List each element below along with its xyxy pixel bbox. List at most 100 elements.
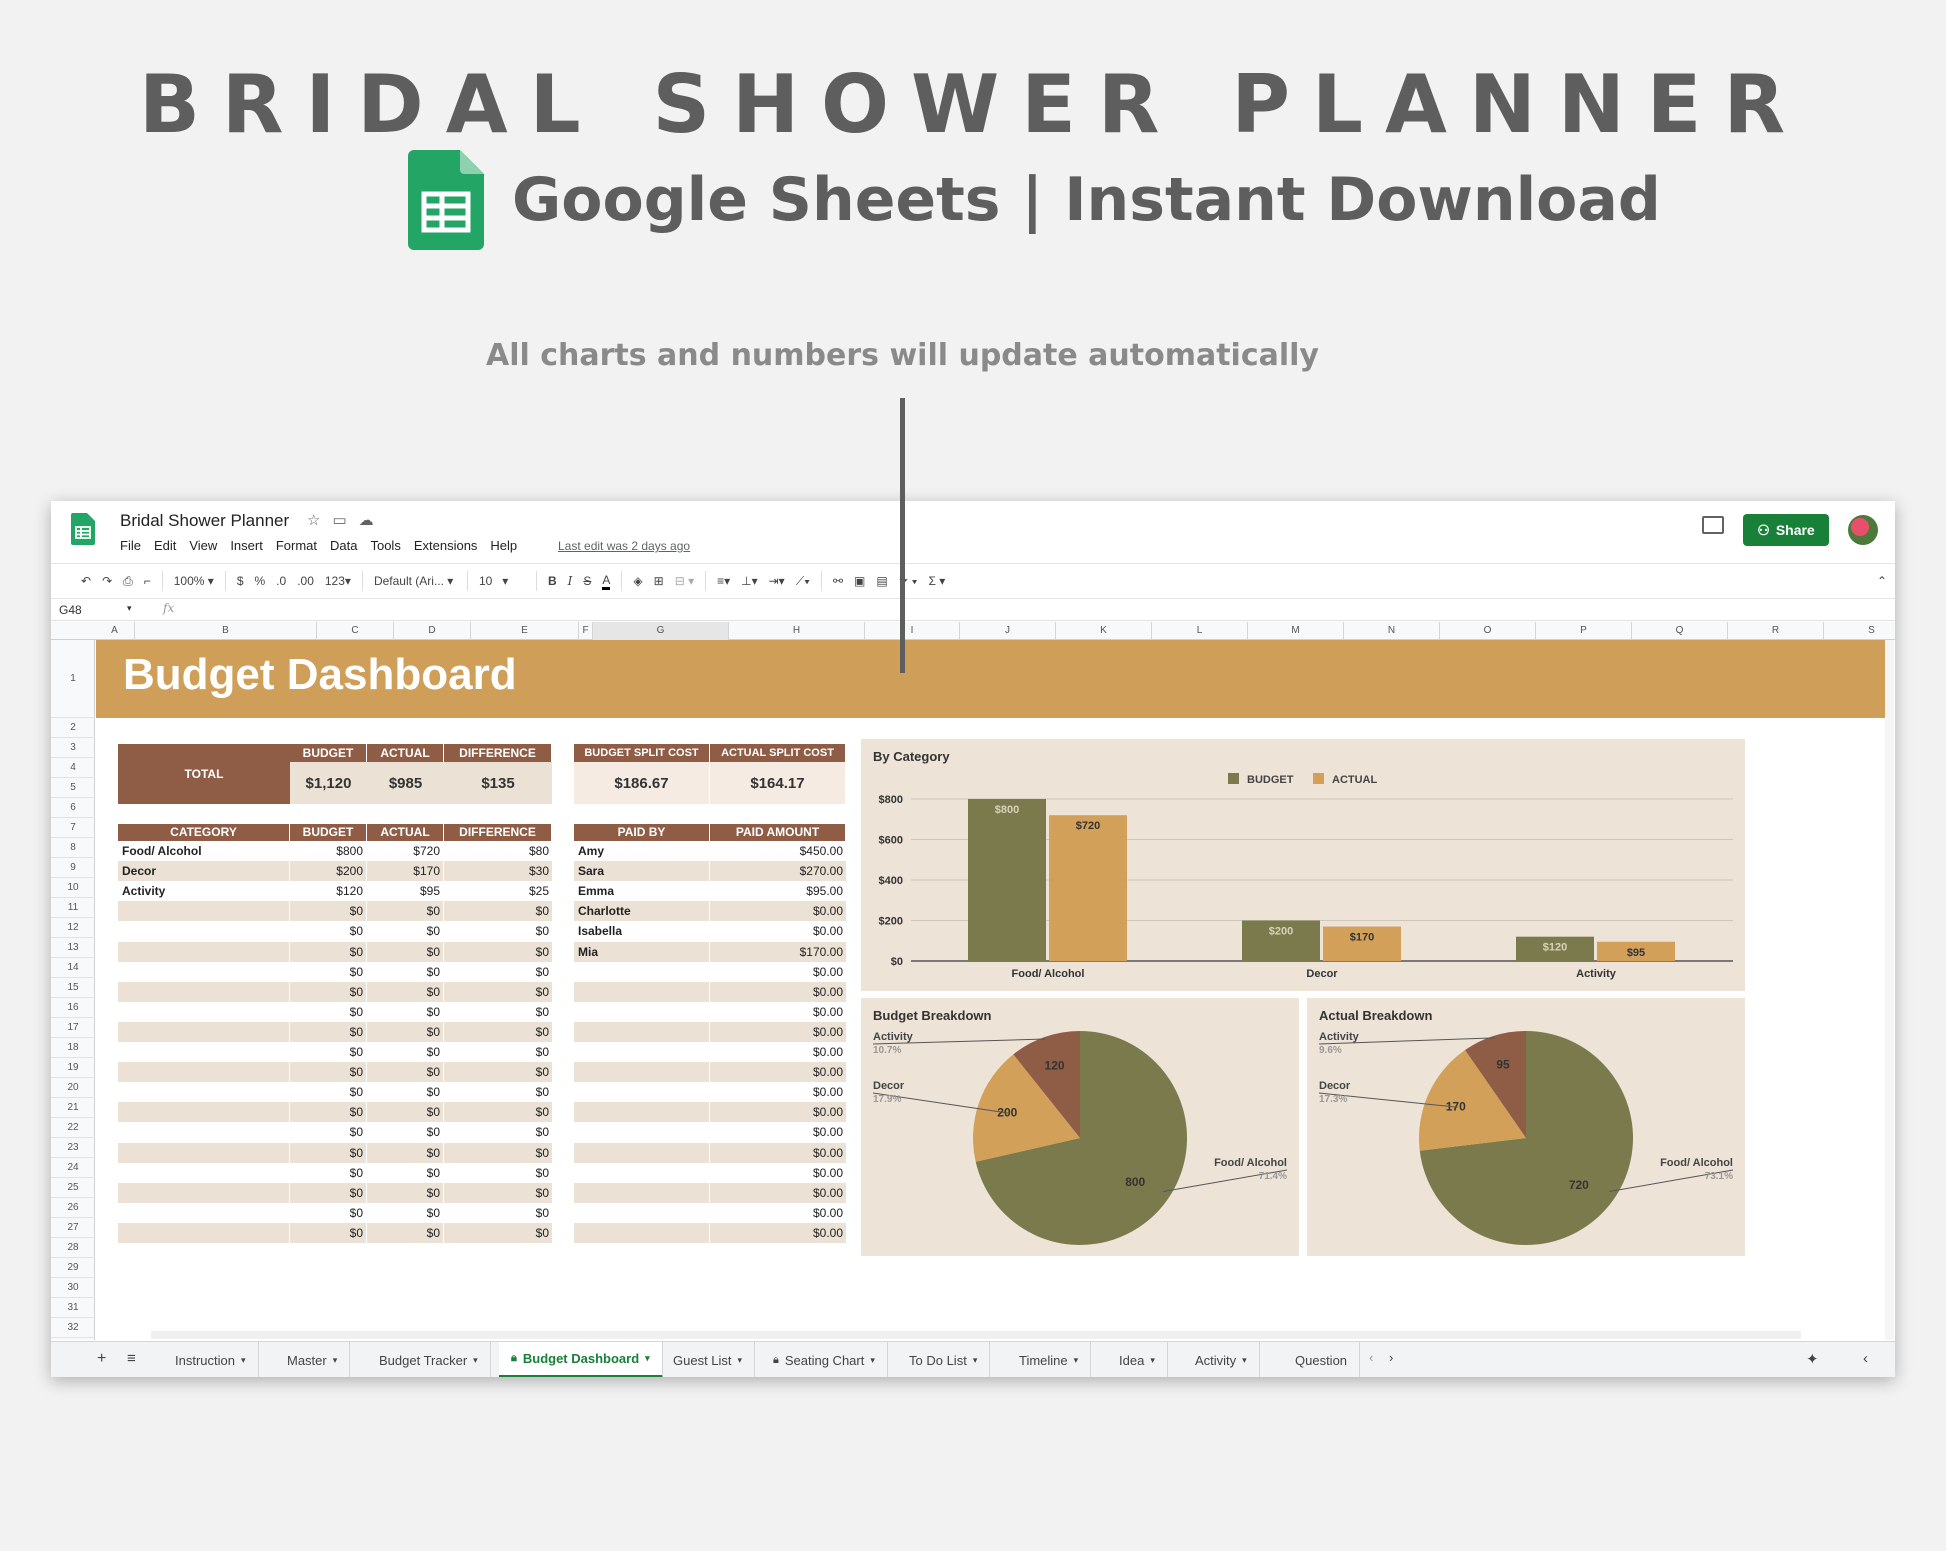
table-cell[interactable]: $0.00 bbox=[812, 1004, 843, 1019]
column-header[interactable]: O bbox=[1440, 622, 1536, 640]
tab-budget-dashboard[interactable]: 🔒︎ Budget Dashboard ▾ bbox=[499, 1342, 663, 1377]
table-cell[interactable]: $0 bbox=[535, 924, 549, 939]
row-header[interactable]: 32 bbox=[51, 1318, 95, 1338]
table-cell[interactable]: $0 bbox=[290, 941, 367, 962]
side-panel-toggle-icon[interactable]: ‹ bbox=[1863, 1350, 1868, 1367]
table-cell[interactable]: $0 bbox=[290, 1162, 367, 1183]
table-cell[interactable] bbox=[118, 1202, 290, 1223]
tab-budget-tracker[interactable]: Budget Tracker ▾ bbox=[367, 1342, 491, 1377]
row-header[interactable]: 5 bbox=[51, 778, 95, 798]
table-cell[interactable] bbox=[574, 1042, 710, 1062]
table-cell[interactable]: $0 bbox=[290, 901, 367, 922]
table-cell[interactable] bbox=[118, 1021, 290, 1042]
scroll-tabs-right-icon[interactable]: › bbox=[1389, 1350, 1394, 1365]
menu-item[interactable]: Extensions bbox=[413, 538, 478, 553]
legend-label[interactable]: ACTUAL bbox=[1332, 774, 1377, 786]
font-select[interactable]: Default (Ari... ▾ bbox=[373, 574, 454, 588]
text-wrap-icon[interactable]: ⇥▾ bbox=[768, 574, 785, 588]
move-folder-icon[interactable]: ▭ bbox=[332, 512, 347, 529]
table-cell[interactable] bbox=[118, 961, 290, 982]
tab-activity[interactable]: Activity ▾ bbox=[1183, 1342, 1260, 1377]
row-header[interactable]: 9 bbox=[51, 858, 95, 878]
table-cell[interactable]: $0 bbox=[367, 961, 444, 982]
table-cell[interactable]: $170 bbox=[367, 861, 444, 882]
print-icon[interactable]: ⎙ bbox=[123, 573, 133, 588]
column-header[interactable]: P bbox=[1536, 622, 1632, 640]
table-cell[interactable]: $0 bbox=[535, 1024, 549, 1039]
table-cell[interactable]: $0 bbox=[535, 1065, 549, 1080]
column-header[interactable]: G bbox=[593, 622, 729, 640]
tab-master[interactable]: Master ▾ bbox=[275, 1342, 351, 1377]
table-cell[interactable]: $0.00 bbox=[812, 1185, 843, 1200]
table-cell[interactable]: $0 bbox=[290, 961, 367, 982]
strikethrough-icon[interactable]: S bbox=[583, 574, 592, 588]
table-cell[interactable] bbox=[574, 1182, 710, 1203]
table-cell[interactable]: $95 bbox=[367, 881, 444, 902]
table-cell[interactable] bbox=[118, 1082, 290, 1103]
table-cell[interactable] bbox=[574, 1162, 710, 1183]
table-cell[interactable]: $0.00 bbox=[812, 1065, 843, 1080]
table-cell[interactable] bbox=[574, 1102, 710, 1123]
table-cell[interactable]: $0 bbox=[535, 904, 549, 919]
pie-slice-decor[interactable] bbox=[1419, 1050, 1526, 1151]
table-cell[interactable]: $0 bbox=[290, 1122, 367, 1143]
column-header[interactable]: M bbox=[1248, 622, 1344, 640]
table-cell[interactable] bbox=[574, 1062, 710, 1083]
row-header[interactable]: 6 bbox=[51, 798, 95, 818]
pie-slice-decor[interactable] bbox=[973, 1054, 1080, 1162]
bar-budget[interactable] bbox=[1242, 920, 1320, 962]
column-header[interactable]: A bbox=[95, 622, 135, 640]
user-avatar[interactable] bbox=[1848, 515, 1878, 545]
table-cell[interactable]: $0 bbox=[367, 1082, 444, 1103]
menu-item[interactable]: Format bbox=[275, 538, 317, 553]
table-cell[interactable]: $170.00 bbox=[799, 944, 843, 959]
name-box[interactable]: G48 ▾ bbox=[59, 603, 149, 617]
document-title[interactable]: Bridal Shower Planner bbox=[120, 511, 290, 530]
collapse-toolbar-icon[interactable]: ⌃ bbox=[1876, 574, 1887, 588]
table-cell[interactable] bbox=[118, 1222, 290, 1243]
row-header[interactable]: 7 bbox=[51, 818, 95, 838]
table-cell[interactable]: $0 bbox=[290, 1001, 367, 1022]
table-cell[interactable]: $0 bbox=[367, 941, 444, 962]
vertical-align-icon[interactable]: ⊥▾ bbox=[741, 574, 758, 588]
table-cell[interactable] bbox=[118, 941, 290, 962]
row-header[interactable]: 21 bbox=[51, 1098, 95, 1118]
table-cell[interactable]: $0.00 bbox=[812, 1225, 843, 1240]
table-cell[interactable]: $30 bbox=[528, 864, 549, 879]
percent-format-button[interactable]: % bbox=[254, 574, 266, 588]
table-cell[interactable]: Emma bbox=[574, 881, 710, 902]
table-cell[interactable] bbox=[118, 1001, 290, 1022]
table-cell[interactable]: $200 bbox=[290, 861, 367, 882]
table-cell[interactable] bbox=[574, 1001, 710, 1022]
table-cell[interactable] bbox=[574, 961, 710, 982]
table-cell[interactable]: $0 bbox=[535, 1004, 549, 1019]
table-cell[interactable]: $0.00 bbox=[812, 984, 843, 999]
pie-slice-food-alcohol[interactable] bbox=[975, 1031, 1187, 1245]
table-cell[interactable]: Isabella bbox=[574, 921, 710, 942]
table-cell[interactable]: $0 bbox=[367, 1222, 444, 1243]
column-header[interactable]: C bbox=[317, 622, 394, 640]
menu-item[interactable]: Data bbox=[330, 538, 358, 553]
table-cell[interactable]: $0.00 bbox=[812, 1105, 843, 1120]
column-header[interactable]: N bbox=[1344, 622, 1440, 640]
table-cell[interactable]: $720 bbox=[367, 841, 444, 861]
row-header[interactable]: 18 bbox=[51, 1038, 95, 1058]
column-header[interactable]: F bbox=[579, 622, 593, 640]
table-cell[interactable]: Food/ Alcohol bbox=[118, 841, 290, 861]
budget-breakdown-chart[interactable]: Budget Breakdown 800 200 120 Activity 10.7% D… bbox=[861, 998, 1299, 1256]
column-header[interactable]: L bbox=[1152, 622, 1248, 640]
currency-format-button[interactable]: $ bbox=[236, 574, 244, 588]
table-cell[interactable]: $0.00 bbox=[812, 924, 843, 939]
row-header[interactable]: 24 bbox=[51, 1158, 95, 1178]
column-header[interactable]: E bbox=[471, 622, 579, 640]
row-header[interactable]: 14 bbox=[51, 958, 95, 978]
table-cell[interactable] bbox=[574, 1122, 710, 1143]
table-cell[interactable]: $270.00 bbox=[799, 864, 843, 879]
table-cell[interactable]: $0 bbox=[367, 1021, 444, 1042]
table-cell[interactable]: Mia bbox=[574, 941, 710, 962]
table-cell[interactable]: Sara bbox=[574, 861, 710, 882]
column-header[interactable]: H bbox=[729, 622, 865, 640]
vertical-scrollbar[interactable] bbox=[1885, 640, 1894, 1340]
fill-color-icon[interactable]: ◈ bbox=[633, 574, 643, 588]
column-header[interactable]: I bbox=[865, 622, 960, 640]
